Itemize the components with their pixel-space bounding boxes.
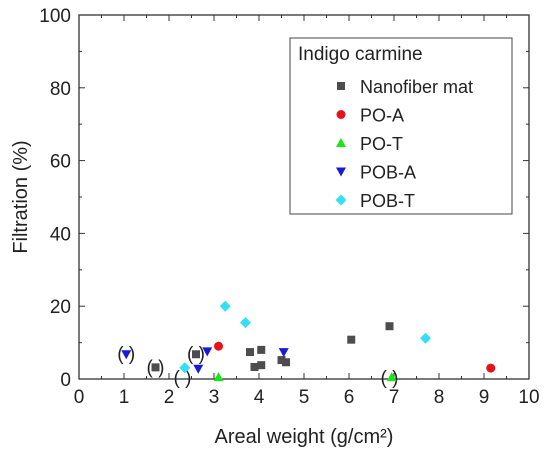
x-tick-label: 3 xyxy=(209,387,220,408)
data-point-po-a xyxy=(214,341,223,351)
data-point-pob-a xyxy=(278,348,289,358)
legend-items: Nanofiber mat PO-A PO-T POB-A POB-T xyxy=(335,77,473,211)
legend-marker-pob-t xyxy=(335,194,347,206)
data-point-nanofiber-mat xyxy=(151,363,160,372)
data-point-nanofiber-mat xyxy=(257,345,266,354)
data-point-nanofiber-mat xyxy=(246,348,254,357)
data-point-pob-a xyxy=(193,364,204,374)
x-tick-label: 1 xyxy=(119,387,130,408)
point-annotation: ( ) xyxy=(174,368,192,389)
legend-label-pob-a: POB-A xyxy=(360,163,416,183)
legend-marker-pob-a xyxy=(336,167,346,177)
y-axis-title: Filtration (%) xyxy=(10,140,32,253)
legend-marker-po-a xyxy=(336,110,346,119)
legend-box xyxy=(289,37,513,215)
x-tick-label: 10 xyxy=(518,387,539,408)
x-axis: 0 1 2 3 4 5 6 7 8 9 10 xyxy=(74,15,540,408)
legend-title: Indigo carmine xyxy=(298,44,423,65)
x-tick-label: 7 xyxy=(389,387,400,408)
legend-label-nanofiber-mat: Nanofiber mat xyxy=(360,77,473,97)
x-tick-label: 2 xyxy=(164,387,175,408)
y-tick-label: 20 xyxy=(50,297,71,318)
x-tick-label: 5 xyxy=(299,387,310,408)
x-tick-label: 9 xyxy=(479,387,490,408)
data-points xyxy=(121,300,496,382)
data-point-nanofiber-mat xyxy=(347,335,356,344)
legend-label-pob-t: POB-T xyxy=(360,191,415,211)
data-point-pob-t xyxy=(219,300,231,312)
data-point-nanofiber-mat xyxy=(282,358,290,367)
data-point-pob-t xyxy=(179,362,191,374)
y-tick-label: 60 xyxy=(50,152,71,173)
data-point-pob-t xyxy=(420,332,431,344)
y-tick-label: 0 xyxy=(60,370,71,391)
data-point-nanofiber-mat xyxy=(250,362,259,371)
y-tick-label: 100 xyxy=(39,6,71,27)
data-point-nanofiber-mat xyxy=(257,361,266,370)
legend-label-po-a: PO-A xyxy=(360,106,404,126)
data-point-pob-t xyxy=(240,317,251,329)
data-point-po-t xyxy=(213,372,224,382)
x-tick-label: 8 xyxy=(434,387,445,408)
data-point-pob-a xyxy=(202,347,213,357)
x-tick-label: 0 xyxy=(74,387,85,408)
y-tick-label: 80 xyxy=(50,79,71,100)
data-point-nanofiber-mat xyxy=(277,356,286,365)
x-axis-title: Areal weight (g/cm²) xyxy=(215,426,394,448)
x-tick-label: 4 xyxy=(254,387,265,408)
legend-label-po-t: PO-T xyxy=(360,134,403,154)
x-tick-label: 6 xyxy=(344,387,355,408)
legend-marker-nanofiber-mat xyxy=(337,82,345,90)
data-point-nanofiber-mat xyxy=(192,350,200,359)
legend: Indigo carmine Nanofiber mat PO-A PO-T POB-… xyxy=(289,37,513,215)
data-point-pob-a xyxy=(121,350,132,360)
data-point-po-a xyxy=(486,363,496,373)
y-axis: 0 20 40 60 80 100 xyxy=(39,6,529,391)
y-tick-label: 40 xyxy=(50,224,71,245)
data-point-nanofiber-mat xyxy=(385,322,394,331)
data-point-po-t xyxy=(386,372,397,382)
legend-marker-po-t xyxy=(336,138,346,147)
